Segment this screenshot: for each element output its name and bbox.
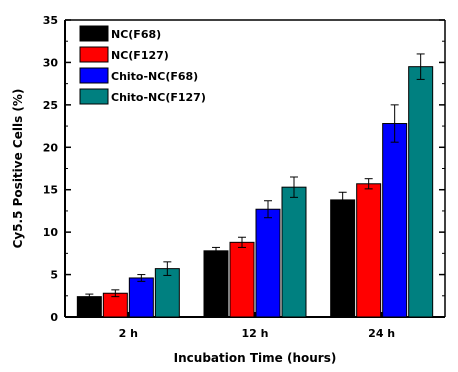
legend-label: Chito-NC(F127) <box>111 91 206 104</box>
bar <box>408 66 434 318</box>
y-tick-label: 0 <box>50 311 58 324</box>
legend: NC(F68) NC(F127) Chito-NC(F68) Chito-NC(F12… <box>79 25 206 105</box>
y-tick-label: 35 <box>43 14 58 27</box>
legend-label: NC(F68) <box>111 28 161 41</box>
bar <box>229 241 255 318</box>
y-tick-label: 5 <box>50 269 58 282</box>
axes-layer: 0 5 10 15 20 25 30 35 2 h 12 h 24 h <box>43 14 446 340</box>
legend-swatch <box>79 67 109 84</box>
y-tick-label: 25 <box>43 99 58 112</box>
bar <box>382 123 408 318</box>
y-axis-label: Cy5.5 Positive Cells (%) <box>11 89 25 249</box>
bar <box>154 268 180 318</box>
bar <box>356 183 382 318</box>
bar <box>203 250 229 318</box>
legend-label: Chito-NC(F68) <box>111 70 198 83</box>
x-tick-label: 24 h <box>368 327 395 340</box>
legend-swatch <box>79 88 109 105</box>
bar <box>281 186 307 318</box>
bars-layer <box>76 53 434 318</box>
y-tick-label: 15 <box>43 184 58 197</box>
legend-swatch <box>79 25 109 42</box>
bar <box>255 208 281 318</box>
bar <box>330 199 356 318</box>
bar <box>128 277 154 318</box>
bar <box>76 296 102 318</box>
legend-label: NC(F127) <box>111 49 169 62</box>
y-tick-label: 30 <box>43 56 59 69</box>
x-axis-label: Incubation Time (hours) <box>174 351 337 365</box>
y-tick-label: 10 <box>43 226 59 239</box>
y-tick-label: 20 <box>43 141 59 154</box>
x-tick-label: 2 h <box>119 327 138 340</box>
x-tick-label: 12 h <box>242 327 269 340</box>
legend-swatch <box>79 46 109 63</box>
